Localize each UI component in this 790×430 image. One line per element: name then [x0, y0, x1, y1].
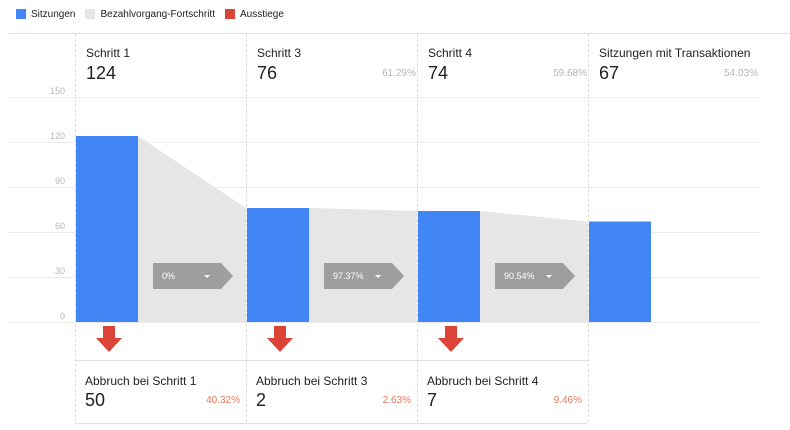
funnel-bar — [418, 211, 480, 322]
step-label: Schritt 1 — [86, 46, 131, 60]
dropoff-value: 7 — [427, 390, 438, 410]
chart-legend: Sitzungen Bezahlvorgang-Fortschritt Auss… — [16, 8, 294, 20]
step-header-3: Schritt 4 74 59.68% — [428, 46, 593, 84]
step-header-2: Schritt 3 76 61.29% — [257, 46, 422, 84]
conversion-rate-label[interactable]: 90.54% — [504, 271, 535, 281]
down-arrow-icon — [438, 326, 464, 352]
step-value: 74 — [428, 63, 449, 83]
step-label: Schritt 4 — [428, 46, 473, 60]
column-divider — [75, 34, 76, 422]
dropoff-percent: 40.32% — [206, 395, 240, 406]
y-tick-label: 120 — [49, 131, 65, 141]
step-percent: 54.03% — [724, 68, 758, 79]
funnel-bar — [247, 208, 309, 322]
conversion-rate-label[interactable]: 0% — [162, 271, 176, 281]
legend-item-checkout-progress[interactable]: Bezahlvorgang-Fortschritt — [85, 9, 215, 20]
step-percent: 61.29% — [382, 68, 416, 79]
dropoff-percent: 2.63% — [382, 395, 411, 406]
step-label: Sitzungen mit Transaktionen — [599, 46, 751, 60]
y-tick-label: 0 — [59, 311, 65, 321]
dropoff-card-2[interactable]: Abbruch bei Schritt 3 2 2.63% — [246, 360, 417, 424]
chevron-down-icon[interactable] — [204, 275, 210, 278]
dropoff-label: Abbruch bei Schritt 3 — [256, 374, 368, 388]
step-label: Schritt 3 — [257, 46, 302, 60]
step-value: 124 — [86, 63, 117, 83]
step-value: 67 — [599, 63, 620, 83]
y-tick-label: 90 — [54, 176, 65, 186]
funnel-progress-area — [138, 136, 246, 322]
legend-label-checkout-progress: Bezahlvorgang-Fortschritt — [100, 8, 215, 20]
step-header-4: Sitzungen mit Transaktionen 67 54.03% — [599, 46, 764, 84]
conversion-rate-label[interactable]: 97.37% — [333, 271, 364, 281]
gridline — [8, 97, 760, 98]
dropoff-card-1[interactable]: Abbruch bei Schritt 1 50 40.32% — [75, 360, 246, 424]
legend-swatch-exits — [224, 9, 235, 19]
legend-label-exits: Ausstiege — [239, 8, 284, 20]
gridline — [8, 142, 760, 143]
down-arrow-icon — [267, 326, 293, 352]
column-divider — [246, 34, 247, 422]
legend-swatch-sessions — [16, 9, 26, 19]
chevron-down-icon[interactable] — [375, 275, 381, 278]
y-tick-label: 30 — [54, 266, 65, 276]
dropoff-card-3[interactable]: Abbruch bei Schritt 4 7 9.46% — [417, 360, 588, 424]
conversion-badge — [153, 263, 233, 289]
funnel-bar — [589, 221, 651, 322]
down-arrow-icon — [96, 326, 122, 352]
column-divider — [588, 34, 589, 422]
step-percent: 59.68% — [553, 68, 587, 79]
conversion-badge — [495, 263, 575, 289]
step-value: 76 — [257, 63, 278, 83]
y-tick-label: 60 — [54, 221, 65, 231]
dropoff-percent: 9.46% — [553, 395, 582, 406]
legend-item-exits[interactable]: Ausstiege — [224, 8, 284, 20]
chevron-down-icon[interactable] — [546, 275, 552, 278]
dropoff-label: Abbruch bei Schritt 4 — [427, 374, 539, 388]
gridline — [8, 322, 760, 323]
conversion-badge — [324, 263, 404, 289]
step-header-1: Schritt 1 124 — [86, 46, 251, 84]
dropoff-value: 50 — [85, 390, 106, 410]
legend-item-sessions[interactable]: Sitzungen — [16, 9, 75, 20]
legend-label-sessions: Sitzungen — [31, 8, 76, 20]
dropoff-label: Abbruch bei Schritt 1 — [85, 374, 197, 388]
funnel-bar — [76, 136, 138, 322]
chart-top-border — [8, 33, 790, 34]
column-divider — [417, 34, 418, 422]
legend-swatch-checkout-progress — [85, 9, 96, 19]
dropoff-value: 2 — [256, 390, 267, 410]
gridline — [8, 187, 760, 188]
y-tick-label: 150 — [49, 86, 65, 96]
